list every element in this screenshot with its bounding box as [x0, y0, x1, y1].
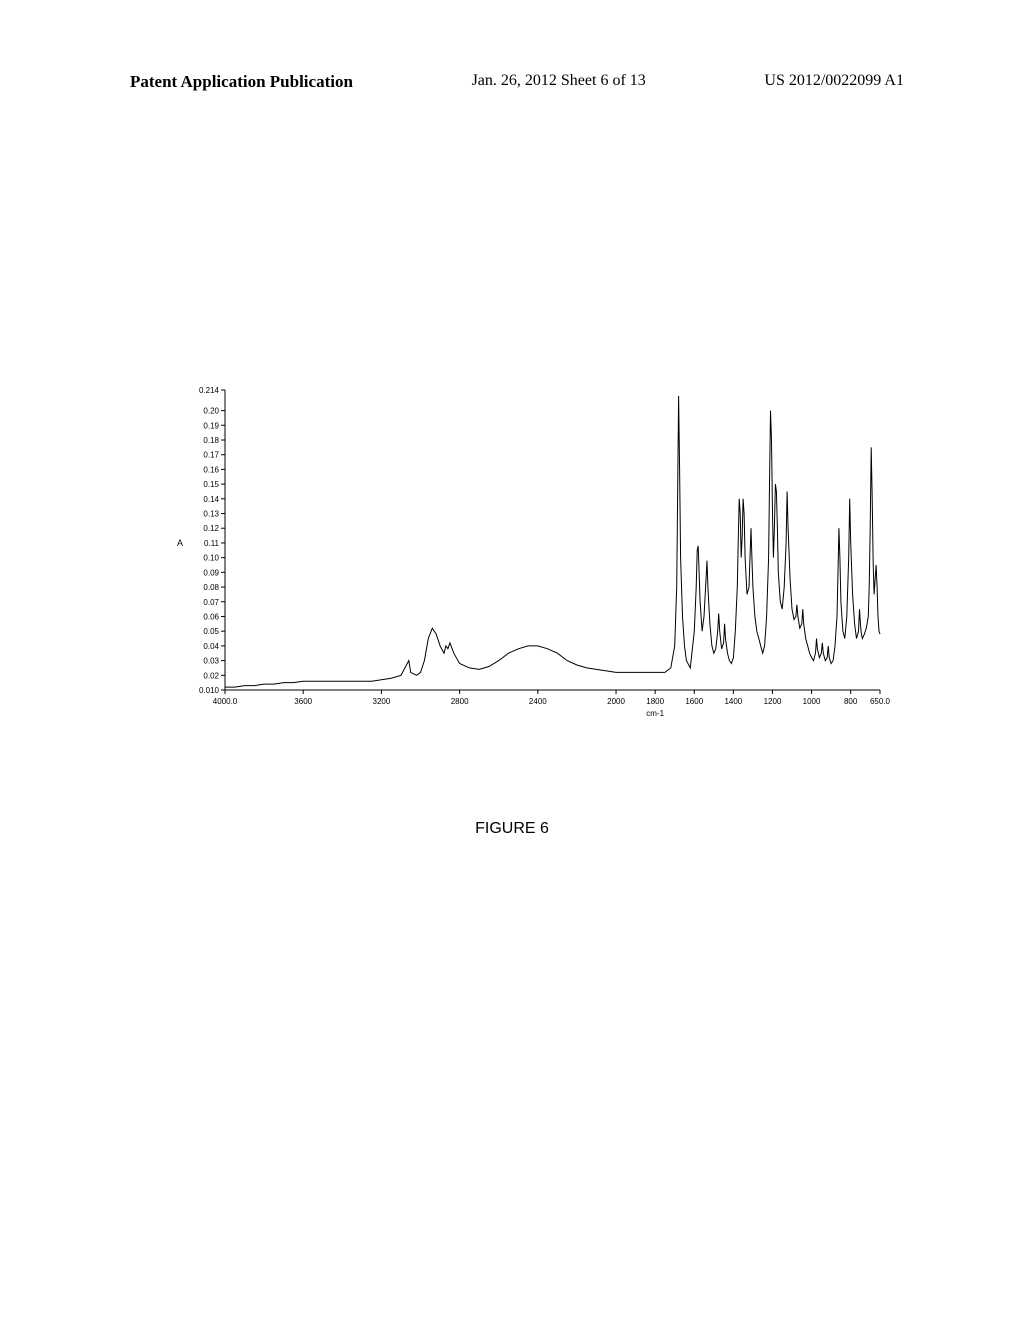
- svg-text:4000.0: 4000.0: [213, 697, 238, 706]
- svg-text:0.13: 0.13: [203, 510, 219, 519]
- svg-text:0.02: 0.02: [203, 671, 219, 680]
- svg-text:0.010: 0.010: [199, 686, 220, 695]
- svg-text:0.16: 0.16: [203, 465, 219, 474]
- svg-text:0.17: 0.17: [203, 451, 219, 460]
- svg-text:650.0: 650.0: [870, 697, 890, 706]
- svg-text:1200: 1200: [764, 697, 782, 706]
- svg-text:1600: 1600: [685, 697, 703, 706]
- svg-text:0.07: 0.07: [203, 598, 219, 607]
- svg-text:A: A: [177, 538, 183, 548]
- svg-text:2400: 2400: [529, 697, 547, 706]
- svg-text:0.19: 0.19: [203, 421, 219, 430]
- publication-label: Patent Application Publication: [130, 72, 353, 92]
- svg-text:0.03: 0.03: [203, 657, 219, 666]
- svg-text:0.11: 0.11: [204, 539, 220, 548]
- svg-text:1400: 1400: [724, 697, 742, 706]
- figure-caption: FIGURE 6: [0, 820, 1024, 838]
- svg-text:0.06: 0.06: [203, 612, 219, 621]
- svg-text:0.214: 0.214: [199, 386, 220, 395]
- svg-text:2000: 2000: [607, 697, 625, 706]
- svg-text:0.10: 0.10: [203, 554, 219, 563]
- svg-text:3200: 3200: [373, 697, 391, 706]
- svg-text:0.05: 0.05: [203, 627, 219, 636]
- svg-text:0.12: 0.12: [203, 524, 219, 533]
- svg-text:0.08: 0.08: [203, 583, 219, 592]
- svg-text:1800: 1800: [646, 697, 664, 706]
- svg-text:cm-1: cm-1: [646, 709, 664, 718]
- publication-number: US 2012/0022099 A1: [764, 72, 904, 92]
- ir-spectrum-chart: 0.010 0.02 0.03 0.04 0.05 0.06 0.07 0.08 0.09 0.1…: [170, 380, 890, 730]
- date-sheet-label: Jan. 26, 2012 Sheet 6 of 13: [472, 72, 646, 92]
- svg-text:3600: 3600: [294, 697, 312, 706]
- svg-text:0.14: 0.14: [203, 495, 219, 504]
- page-header: Patent Application Publication Jan. 26, …: [0, 72, 1024, 92]
- chart-svg: 0.010 0.02 0.03 0.04 0.05 0.06 0.07 0.08 0.09 0.1…: [170, 380, 890, 730]
- svg-text:0.09: 0.09: [203, 568, 219, 577]
- svg-text:0.20: 0.20: [203, 407, 219, 416]
- svg-text:0.04: 0.04: [203, 642, 219, 651]
- svg-text:0.15: 0.15: [203, 480, 219, 489]
- svg-text:0.18: 0.18: [203, 436, 219, 445]
- svg-text:2800: 2800: [451, 697, 469, 706]
- svg-text:800: 800: [844, 697, 858, 706]
- svg-text:1000: 1000: [803, 697, 821, 706]
